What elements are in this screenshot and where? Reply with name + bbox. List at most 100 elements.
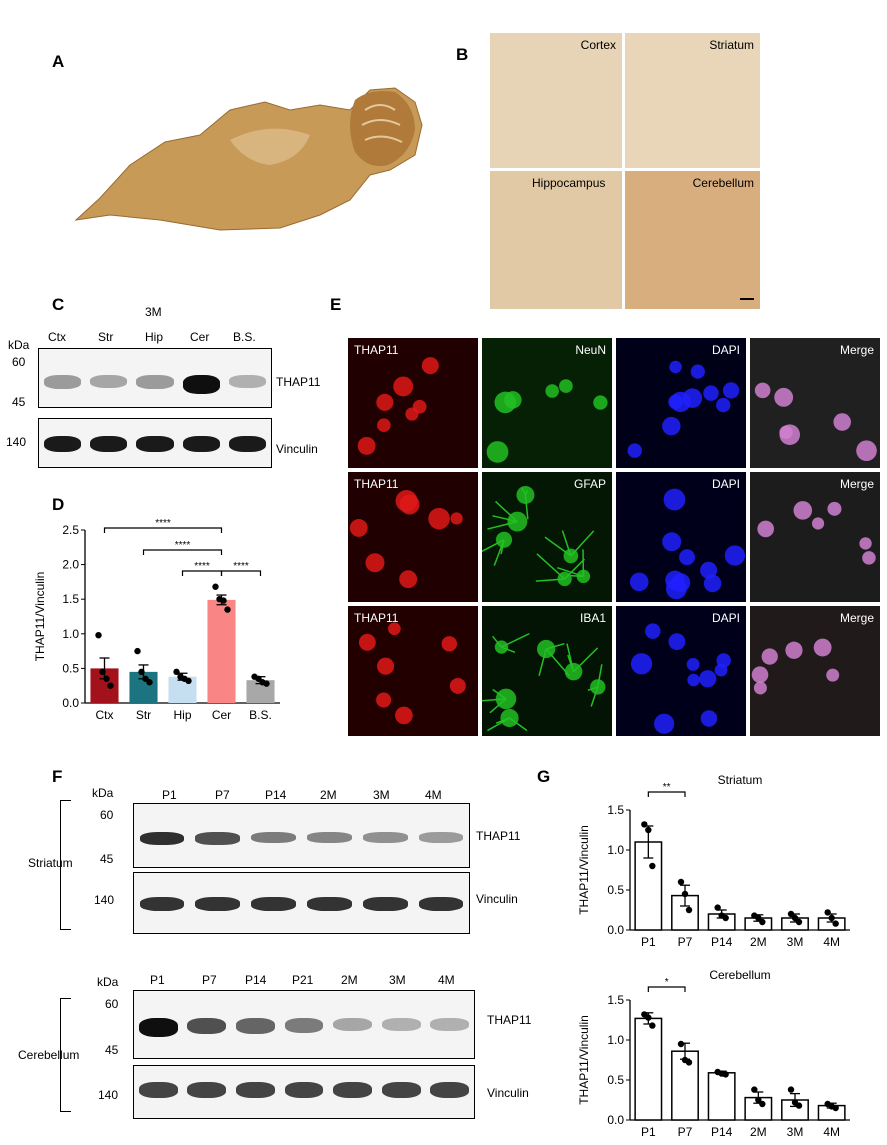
marker-45: 45: [12, 395, 26, 409]
point-4-2: [795, 1102, 803, 1109]
point-0-0: [641, 821, 648, 828]
lane-f2-4m: 4M: [438, 973, 455, 987]
y-tick-label-3: 1.5: [607, 993, 624, 1007]
band-c-vinculin-1: [90, 435, 128, 452]
band-f2-thap11-0: [138, 1017, 178, 1037]
point-1-1: [138, 668, 145, 676]
region-striatum: Striatum: [28, 856, 73, 870]
if-label-r1-c0: THAP11: [354, 477, 399, 491]
point-3-1: [755, 914, 762, 922]
point-3-2: [759, 918, 766, 926]
if-image-r1-c1: [482, 485, 595, 587]
band-f2-thap11-1: [187, 1017, 227, 1035]
point-0-1: [645, 1014, 652, 1021]
region-cerebellum: Cerebellum: [18, 1048, 80, 1062]
x-tick-label-2M: 2M: [750, 935, 767, 949]
band-c-vinculin-0: [43, 435, 81, 452]
x-tick-label-P14: P14: [711, 1125, 733, 1139]
band-f1-vinculin-0: [139, 897, 185, 911]
point-2-0: [714, 904, 721, 911]
y-tick-label-2: 1.0: [607, 1033, 624, 1047]
point-4-0: [787, 1086, 795, 1093]
lane-cer: Cer: [190, 330, 210, 344]
y-tick-label-4: 2.0: [62, 558, 79, 572]
if-label-r0-c1: NeuN: [575, 343, 606, 357]
if-label-r1-c1: GFAP: [573, 477, 606, 491]
significance-bracket-0: [647, 986, 686, 992]
lane-f1-p1: P1: [162, 788, 177, 802]
y-tick-label-0: 0.0: [62, 696, 79, 710]
point-0-0: [95, 631, 102, 639]
if-label-r1-c2: DAPI: [711, 477, 740, 491]
chart-d: 0.0 0.5 1.0 1.5 2.0 2.5 THAP11/Vinculin Ctx Str H…: [33, 518, 280, 722]
y-tick-label-1: 0.5: [607, 883, 624, 897]
if-cell-r0-c1: NeuN: [482, 338, 612, 468]
point-3-2: [759, 1100, 766, 1108]
y-tick-label-1: 0.5: [607, 1073, 624, 1087]
x-tick-label-P14: P14: [711, 935, 733, 949]
point-4-2: [795, 918, 803, 926]
lane-f2-2m: 2M: [341, 973, 358, 987]
point-3-0: [212, 583, 219, 590]
chart-title: Cerebellum: [709, 968, 770, 982]
x-tick-label-P1: P1: [641, 935, 656, 949]
if-cell-r1-c2: DAPI: [616, 472, 746, 602]
lane-f1-p7: P7: [215, 788, 230, 802]
point-5-2: [832, 920, 839, 927]
point-4-0: [787, 910, 795, 918]
point-0-2: [649, 862, 656, 870]
band-f2-thap11-5: [381, 1017, 421, 1031]
point-0-3: [107, 682, 114, 689]
point-2-2: [722, 914, 729, 922]
y-tick-label-3: 1.5: [607, 803, 624, 817]
lane-ctx: Ctx: [48, 330, 66, 344]
band-f2-vinculin-0: [138, 1081, 178, 1098]
y-axis-label: THAP11/Vinculin: [577, 825, 591, 915]
blot-f-striatum-thap11: [133, 803, 470, 868]
blot-c-vinculin: [38, 418, 272, 468]
if-image-r1-c2: [629, 488, 746, 600]
point-5-1: [828, 914, 835, 922]
band-f1-thap11-4: [362, 832, 408, 843]
lane-f2-p21: P21: [292, 973, 314, 987]
if-image-r2-c2: [630, 623, 731, 734]
bracket-striatum: [60, 800, 71, 930]
lane-f2-p1: P1: [150, 973, 165, 987]
point-1-0: [677, 878, 685, 886]
if-label-r0-c3: Merge: [839, 343, 874, 357]
lane-f2-3m: 3M: [389, 973, 406, 987]
point-3-0: [751, 1086, 758, 1093]
marker-f1-60: 60: [100, 808, 114, 822]
protein-vinculin: Vinculin: [276, 442, 318, 456]
point-0-2: [103, 675, 110, 682]
marker-140: 140: [6, 435, 27, 449]
point-1-2: [685, 906, 693, 914]
band-f1-vinculin-1: [195, 897, 241, 911]
point-4-1: [791, 914, 799, 922]
protein-f2-vinculin: Vinculin: [487, 1086, 529, 1100]
lane-f2-p7: P7: [202, 973, 217, 987]
chart-title: Striatum: [718, 773, 763, 787]
band-f2-vinculin-6: [430, 1081, 470, 1098]
band-f2-thap11-4: [333, 1017, 372, 1032]
if-image-r1-c3: [757, 501, 876, 565]
if-label-r2-c0: THAP11: [354, 611, 399, 625]
band-f1-vinculin-5: [418, 897, 464, 911]
band-f2-thap11-3: [284, 1017, 324, 1033]
panel-label-f: F: [52, 767, 63, 786]
if-cell-r1-c3: Merge: [750, 472, 880, 602]
if-image-r2-c3: [751, 638, 840, 695]
panel-label-a: A: [52, 52, 65, 71]
band-f2-thap11-2: [236, 1017, 275, 1034]
x-tick-label-3M: 3M: [787, 1125, 804, 1139]
region-label-striatum: Striatum: [709, 38, 754, 52]
x-tick-label-B.S.: B.S.: [249, 708, 272, 722]
lane-str: Str: [98, 330, 114, 344]
if-cell-r2-c3: Merge: [750, 606, 880, 736]
if-grid: THAP11 NeuN DAPI Merge THAP11 GFAP DAPI Merge TH…: [348, 338, 880, 736]
kda-label-f1: kDa: [92, 786, 114, 800]
point-2-0: [173, 668, 180, 676]
point-0-1: [645, 826, 652, 834]
x-tick-label-Ctx: Ctx: [96, 708, 114, 722]
if-image-r2-c0: [358, 622, 466, 725]
